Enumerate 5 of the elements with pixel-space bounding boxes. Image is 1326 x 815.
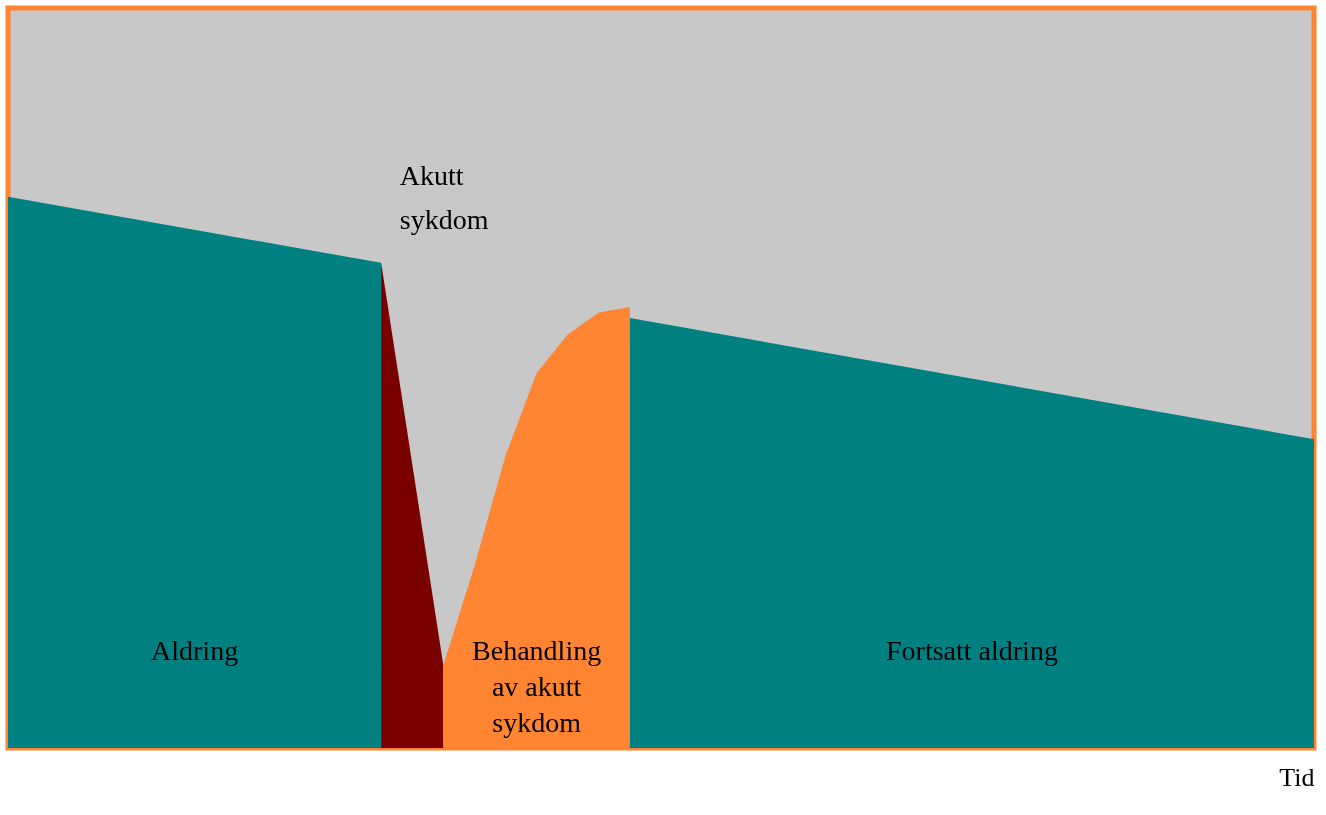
series-label: Behandling av akutt sykdom [472, 634, 602, 738]
annotation: Akutt sykdom [399, 160, 489, 236]
x-axis-title: Tid [1279, 762, 1315, 792]
series-label: Aldring [151, 634, 239, 666]
series-label: Fortsatt aldring [886, 634, 1058, 666]
